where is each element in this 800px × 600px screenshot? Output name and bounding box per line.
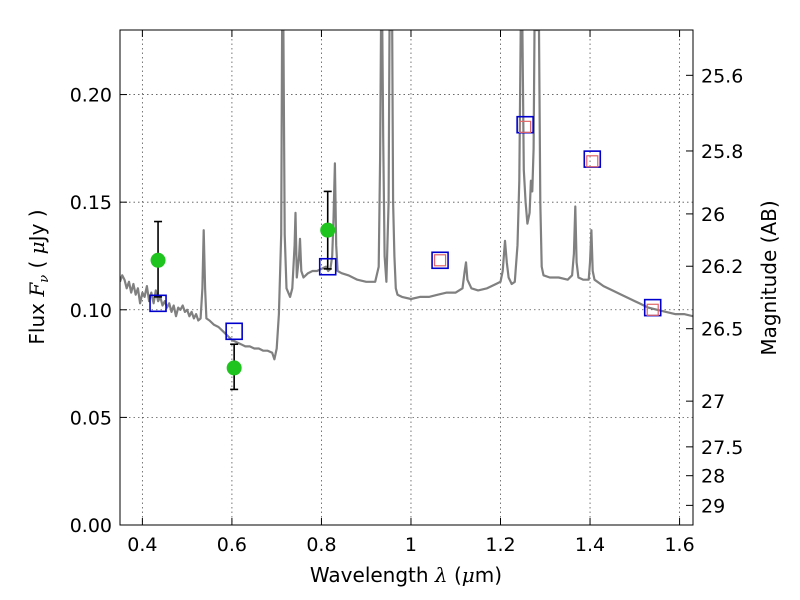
y2-tick-label: 27.5 [701,437,743,459]
x-tick-label: 1.6 [664,534,694,556]
model-band-square [318,257,337,276]
y2-axis-label: Magnitude (AB) [757,200,781,355]
model-fit-points [433,120,659,316]
y-tick-label: 0.05 [70,407,112,429]
model-band-square [431,251,449,270]
observed-error-bars [154,190,332,391]
y2-tick-label: 26.5 [701,319,743,341]
model-fit-square [646,303,659,316]
model-band-square [149,294,167,313]
y2-tick-label: 29 [701,495,725,517]
x-tick-label: 0.4 [127,534,157,556]
grid-lines [120,30,693,526]
observed-point [226,360,242,376]
model-spectrum-line [120,30,693,361]
y2-tick-label: 26.2 [701,256,743,278]
y-axis-label: Flux Fν ( μJy ) [25,209,52,344]
model-band-points [149,115,662,341]
observed-points [150,222,336,376]
x-tick-label: 1.2 [485,534,515,556]
x-tick-label: 1 [405,534,417,556]
y-tick-label: 0.10 [70,300,112,322]
y-tick-label: 0.00 [70,515,112,537]
observed-point [150,252,166,268]
model-band-square [225,322,243,341]
observed-point [320,222,336,238]
x-axis-label: Wavelength λ (μm) [310,563,502,587]
y2-tick-label: 28 [701,466,725,488]
model-fit-square [433,254,447,267]
x-tick-label: 0.8 [306,534,336,556]
y2-axis-ticks: 25.6 25.8 26 26.2 26.5 27 27.5 28 29 [686,65,743,517]
y-axis-ticks: 0.00 0.05 0.10 0.15 0.20 [70,85,127,537]
model-fit-square [519,120,532,133]
x-tick-label: 1.4 [575,534,605,556]
plot-frame [119,29,694,526]
model-fit-square [586,155,599,168]
y2-tick-label: 27 [701,391,725,413]
x-tick-label: 0.6 [217,534,247,556]
y2-tick-label: 26 [701,204,725,226]
y2-tick-label: 25.6 [701,65,743,87]
y-tick-label: 0.20 [70,85,112,107]
y-tick-label: 0.15 [70,192,112,214]
x-axis-ticks: 0.4 0.6 0.8 1 1.2 1.4 1.6 [127,30,695,556]
y2-tick-label: 25.8 [701,141,743,163]
